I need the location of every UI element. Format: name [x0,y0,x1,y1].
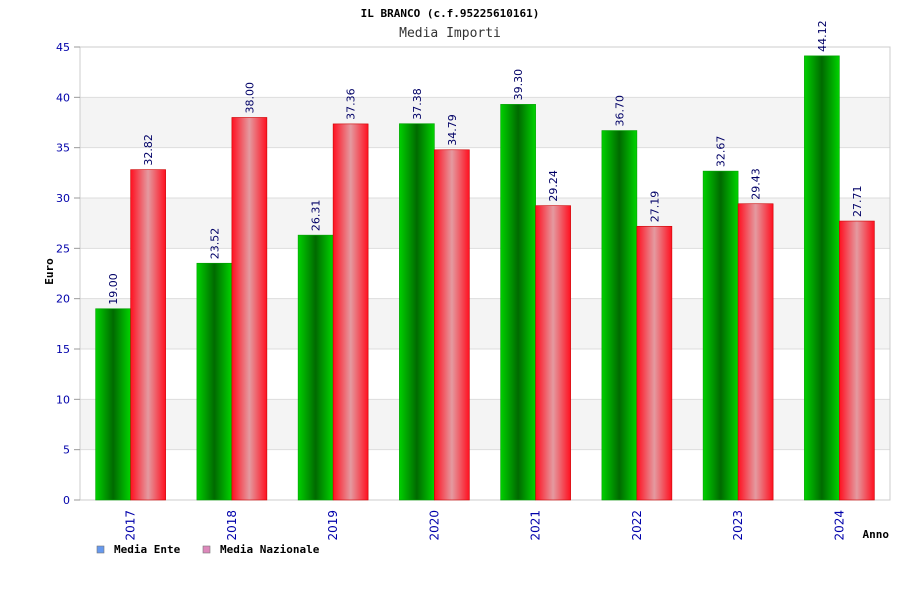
bar-media-nazionale [332,123,369,501]
grid-band [80,47,890,98]
legend: Media Ente Media Nazionale [96,543,320,556]
bar-media-ente [601,130,638,501]
value-labels: 19.00 32.82 23.52 38.00 26.31 37.36 37.38 34.79… [107,20,864,304]
data-label: 44.12 [816,20,829,52]
y-tick-label: 15 [56,343,70,356]
data-label: 29.24 [547,170,560,202]
bars [95,55,875,501]
x-axis-label: Anno [863,528,890,541]
data-label: 27.71 [851,186,864,218]
data-label: 23.52 [208,228,221,260]
plot-area [79,46,891,501]
data-label: 27.19 [648,191,661,223]
data-label: 39.30 [512,69,525,101]
data-label: 32.82 [142,134,155,166]
chart-title: IL BRANCO (c.f.95225610161) [361,7,540,20]
bar-media-nazionale [839,220,875,501]
grid-band [80,147,890,198]
bar-media-ente [297,234,334,501]
bar-media-nazionale [130,169,166,501]
bar-media-nazionale [434,149,470,501]
bar-media-nazionale [636,225,673,501]
x-tick-label: 2017 [124,510,138,541]
bar-media-ente [399,123,435,501]
data-label: 38.00 [243,82,256,114]
legend-swatch-media-nazionale [202,545,211,554]
y-axis-label: Euro [43,258,56,285]
data-label: 37.36 [345,88,358,120]
data-label: 36.70 [613,95,626,127]
bar-media-nazionale [737,203,774,501]
x-axis-ticks: 2017 2018 2019 2020 2021 2022 2023 2024 [124,510,847,541]
data-label: 19.00 [107,273,120,305]
y-axis-ticks: 0 5 10 15 20 25 30 35 40 45 [56,41,80,507]
bar-media-nazionale [535,205,571,501]
x-tick-label: 2018 [225,510,239,541]
x-tick-label: 2024 [832,510,846,541]
y-tick-label: 35 [56,142,70,155]
legend-label-media-nazionale: Media Nazionale [220,543,320,556]
x-tick-label: 2021 [529,510,543,541]
x-tick-label: 2023 [731,510,745,541]
bar-media-ente [95,308,131,501]
data-label: 37.38 [411,88,424,120]
bar-media-ente [500,104,536,501]
data-label: 32.67 [715,136,728,168]
y-tick-label: 25 [56,242,70,255]
bar-media-ente [804,55,840,501]
x-tick-label: 2020 [427,510,441,541]
bar-media-ente [702,170,739,501]
y-tick-label: 10 [56,393,70,406]
bar-media-nazionale [231,117,268,501]
bar-media-ente [196,262,233,501]
y-tick-label: 20 [56,293,70,306]
y-tick-label: 30 [56,192,70,205]
y-tick-label: 0 [63,494,70,507]
chart-subtitle: Media Importi [399,26,501,41]
data-label: 29.43 [750,168,763,200]
x-tick-label: 2022 [630,510,644,541]
y-tick-label: 40 [56,91,70,104]
legend-label-media-ente: Media Ente [114,543,181,556]
y-tick-label: 45 [56,41,70,54]
data-label: 34.79 [446,114,459,146]
y-tick-label: 5 [63,444,70,457]
data-label: 26.31 [310,200,323,232]
x-tick-label: 2019 [326,510,340,541]
legend-swatch-media-ente [96,545,105,554]
grid-band [80,97,890,148]
